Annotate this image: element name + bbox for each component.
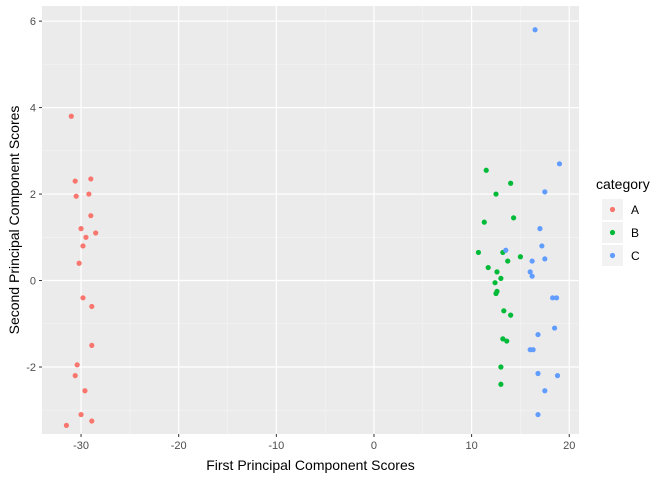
data-point-c <box>542 189 548 195</box>
y-tick-label: 0 <box>30 276 36 288</box>
data-point-b <box>504 338 510 344</box>
data-point-c <box>527 269 533 275</box>
data-point-a <box>82 388 88 394</box>
y-tick-label: 6 <box>30 16 36 28</box>
data-point-c <box>542 256 548 262</box>
legend-key-b <box>609 229 616 236</box>
data-point-a <box>78 226 84 232</box>
data-point-b <box>498 381 504 387</box>
major-gridlines <box>42 6 579 434</box>
data-point-b <box>498 275 504 281</box>
data-point-a <box>80 243 86 249</box>
data-point-a <box>76 260 82 266</box>
y-tick-label: 4 <box>30 103 36 115</box>
data-point-b <box>494 269 500 275</box>
data-point-a <box>88 176 94 182</box>
x-tick-label: -30 <box>73 440 89 452</box>
data-point-b <box>505 258 511 264</box>
data-point-b <box>492 280 498 286</box>
data-point-c <box>556 161 563 167</box>
data-point-a <box>83 234 89 240</box>
data-point-a <box>86 191 92 197</box>
y-tick-label: 2 <box>30 189 36 201</box>
data-point-c <box>553 295 560 301</box>
data-point-b <box>510 215 517 221</box>
data-point-a <box>68 113 74 119</box>
data-point-b <box>517 254 524 260</box>
data-point-a <box>93 230 99 236</box>
data-point-c <box>550 295 556 301</box>
data-point-b <box>508 312 514 318</box>
legend-label-a: A <box>631 203 639 217</box>
legend-key-c <box>609 252 616 259</box>
x-tick-label: 10 <box>465 440 477 452</box>
legend: category ABC <box>596 176 650 266</box>
data-point-b <box>493 191 499 197</box>
data-point-b <box>498 364 504 370</box>
data-point-b <box>500 336 506 342</box>
data-point-c <box>503 247 509 253</box>
data-point-a <box>80 295 86 301</box>
minor-gridlines <box>42 6 579 434</box>
legend-key-a <box>609 206 616 213</box>
data-point-c <box>551 325 558 331</box>
data-point-c <box>535 370 541 377</box>
x-tick-label: -10 <box>268 440 284 452</box>
data-point-a <box>74 362 80 368</box>
data-point-a <box>88 213 94 219</box>
data-point-b <box>493 290 499 297</box>
data-point-c <box>539 243 545 249</box>
data-point-c <box>535 411 541 418</box>
plot-panel <box>42 6 579 434</box>
data-point-c <box>554 373 561 379</box>
data-point-a <box>89 303 95 310</box>
legend-label-b: B <box>631 226 639 240</box>
data-point-a <box>78 411 84 418</box>
data-point-b <box>501 308 507 314</box>
data-point-b <box>481 219 487 225</box>
data-point-c <box>530 347 536 353</box>
data-point-c <box>537 226 543 232</box>
data-point-b <box>485 264 491 271</box>
legend-label-c: C <box>631 249 640 263</box>
data-point-c <box>535 331 541 338</box>
x-tick-label: 0 <box>371 440 377 452</box>
legend-title: category <box>596 176 650 192</box>
x-axis-ticks: -30 -20 -10 0 10 20 <box>73 434 575 452</box>
data-point-a <box>72 178 78 184</box>
x-axis-title: First Principal Component Scores <box>206 457 415 473</box>
y-tick-label: -2 <box>26 362 36 374</box>
data-point-c <box>542 388 548 394</box>
data-point-b <box>508 180 514 186</box>
data-point-a <box>63 422 70 428</box>
data-point-c <box>529 273 535 279</box>
data-point-a <box>89 342 95 348</box>
data-point-c <box>529 258 535 264</box>
data-point-b <box>475 249 482 256</box>
data-point-a <box>72 373 78 379</box>
x-tick-label: -20 <box>171 440 187 452</box>
data-point-a <box>73 193 79 199</box>
x-tick-label: 20 <box>563 440 575 452</box>
data-point-b <box>483 167 489 173</box>
y-axis-ticks: -2 0 2 4 6 <box>26 16 42 374</box>
data-point-a <box>89 418 95 424</box>
data-point-c <box>532 27 538 33</box>
y-axis-title: Second Principal Component Scores <box>6 106 22 335</box>
data-points <box>63 27 563 428</box>
